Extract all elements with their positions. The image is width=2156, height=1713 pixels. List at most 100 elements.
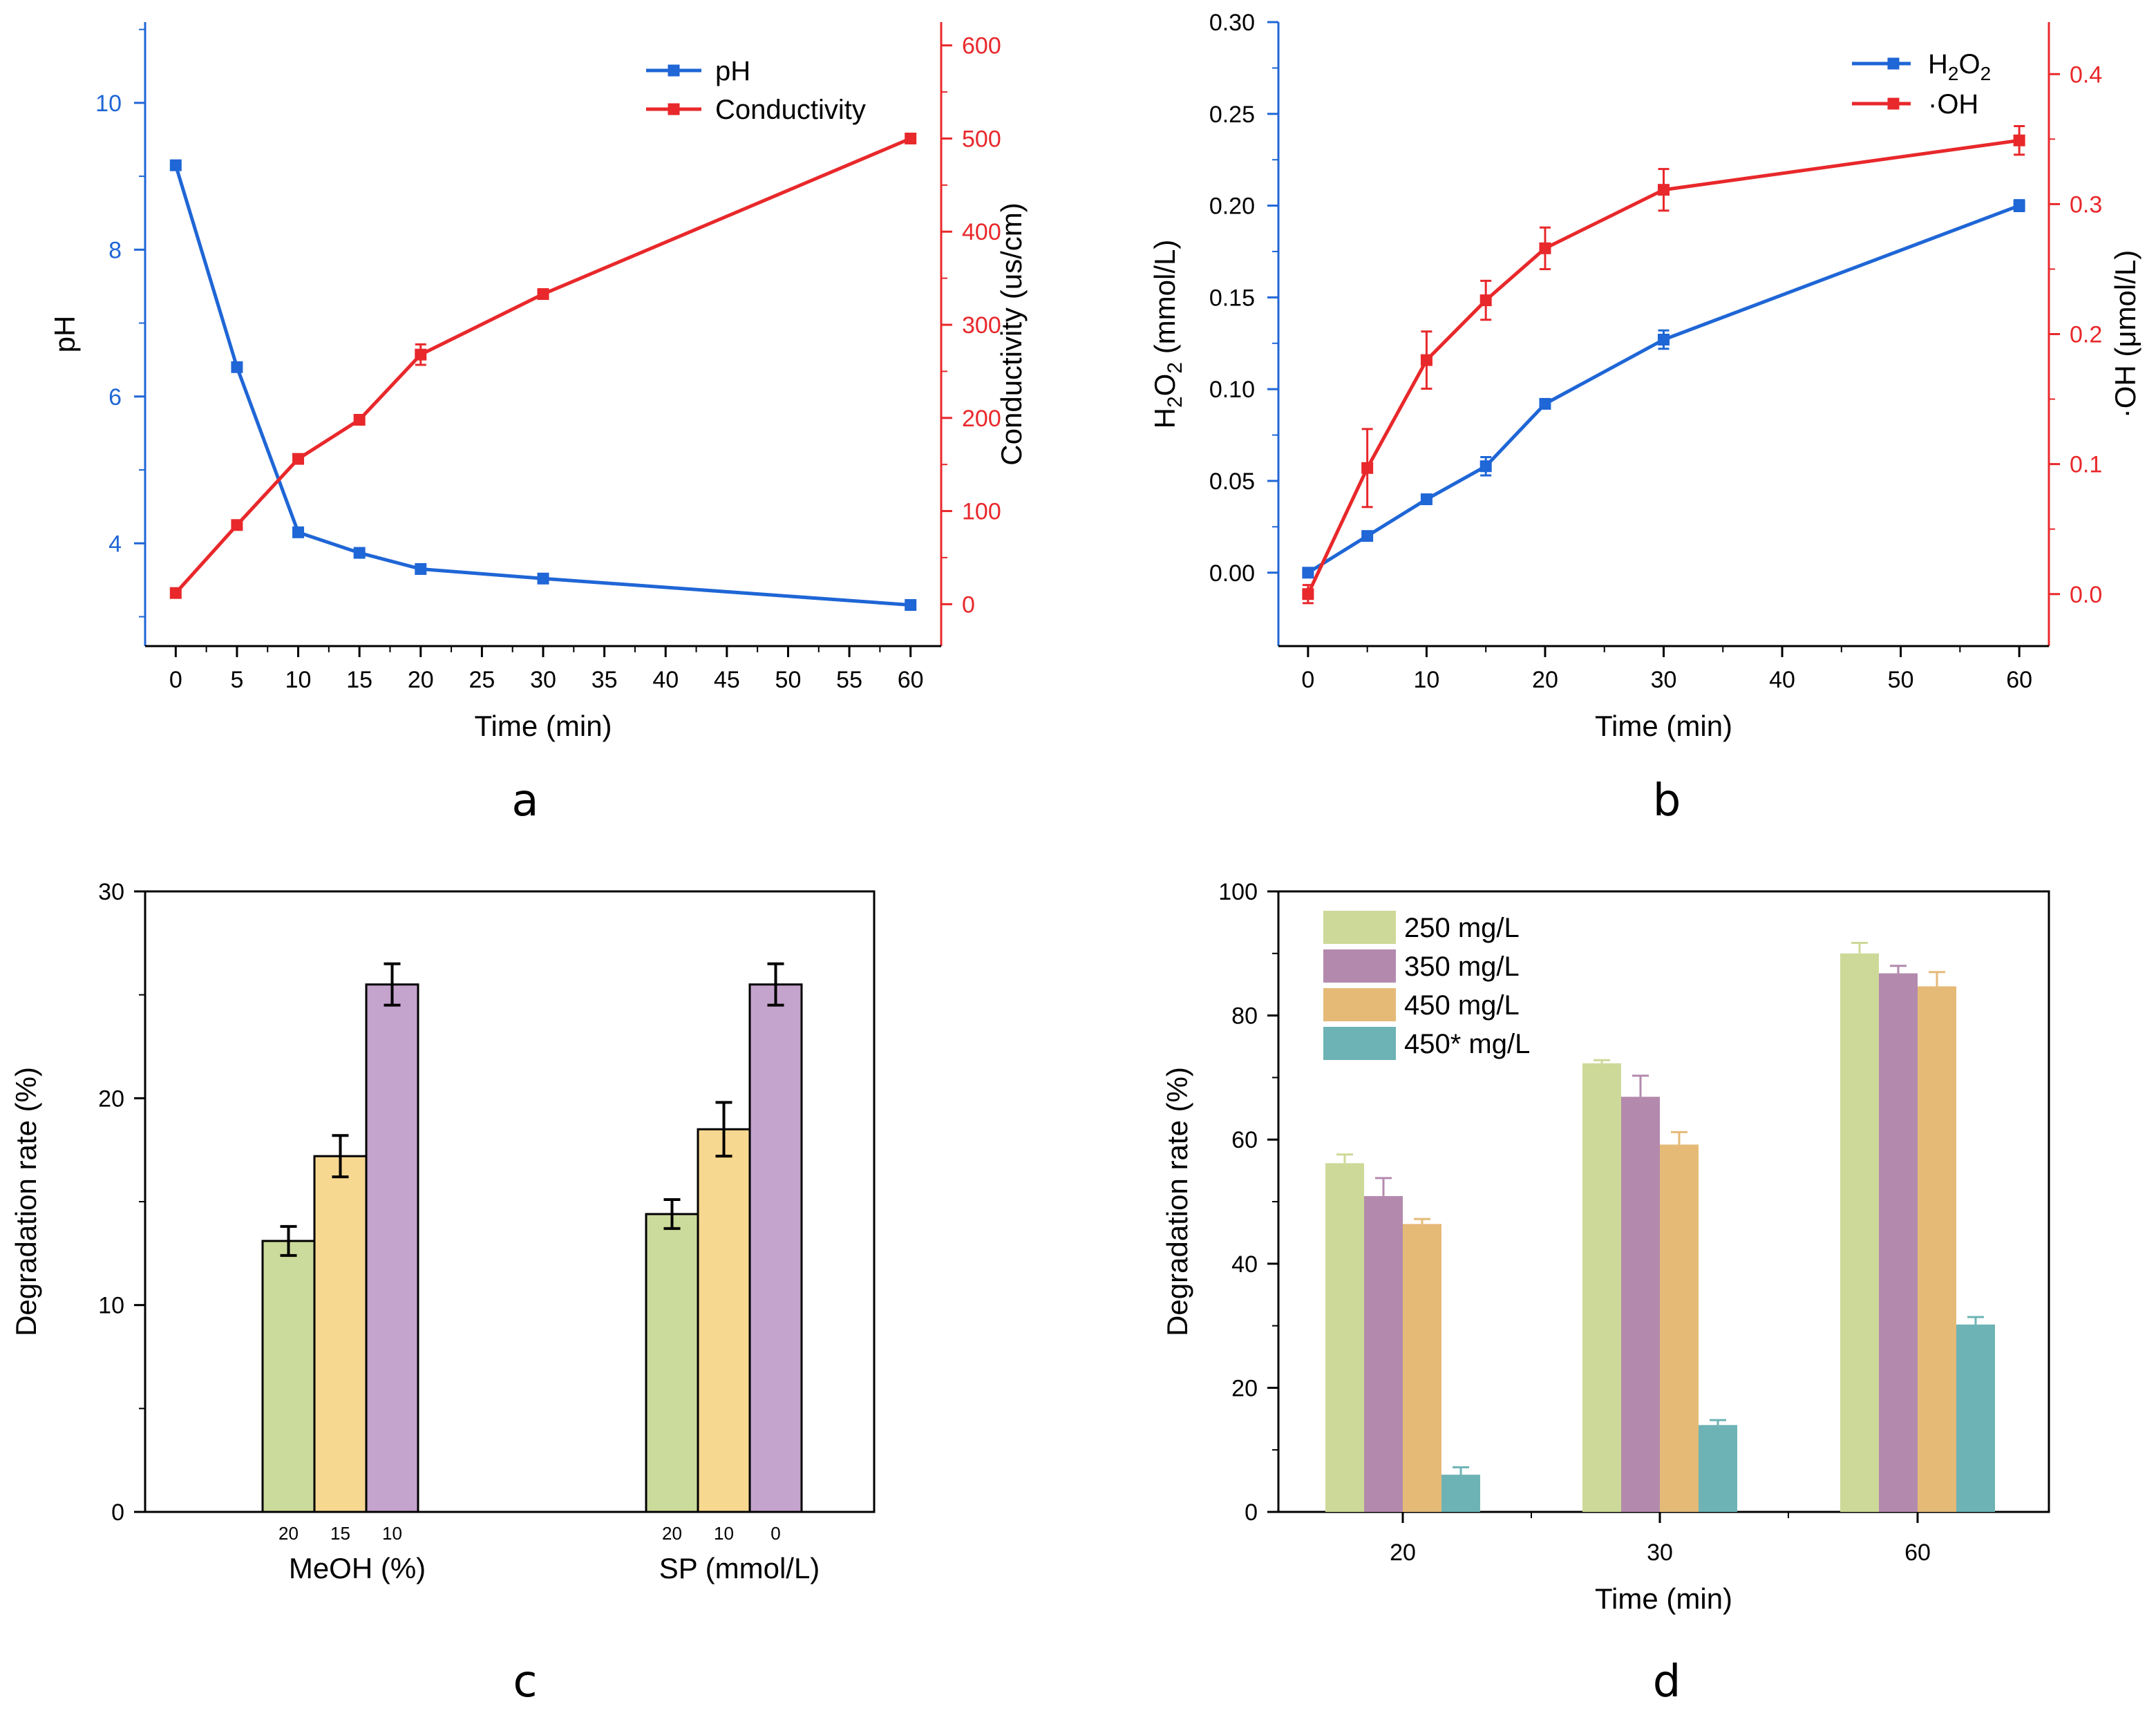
x-tick-label: 30 <box>530 667 556 693</box>
bar <box>313 1155 368 1513</box>
y-left-tick-label: 8 <box>108 237 122 263</box>
y-left-tick-label: 0.20 <box>1209 193 1255 220</box>
error-bar <box>1594 1059 1610 1063</box>
error-bar <box>767 962 784 1007</box>
data-point <box>292 453 305 465</box>
error-bar <box>663 1198 681 1230</box>
bar-tick-label: 20 <box>662 1523 682 1544</box>
x-tick-label: 10 <box>1414 667 1440 693</box>
legend-label: 350 mg/L <box>1404 952 1520 982</box>
data-point <box>905 599 917 612</box>
y-right-axis-title: Conductivity (us/cm) <box>995 202 1028 465</box>
error-bar <box>1851 942 1868 954</box>
bar-tick-label: 10 <box>382 1523 402 1544</box>
data-point <box>1302 588 1314 600</box>
data-point <box>2013 200 2025 212</box>
y-right-tick-label: 600 <box>962 33 1001 59</box>
y-left-tick-label: 10 <box>95 91 122 117</box>
y-right-tick-label: 0.3 <box>2070 191 2102 218</box>
y-tick-label: 20 <box>1231 1375 1258 1401</box>
bar <box>1364 1195 1403 1512</box>
error-bar <box>384 962 401 1007</box>
error-bar <box>1710 1419 1726 1426</box>
panel-b-chart: 0 10 20 30 40 50 60 Time (min) 0.00 0.05 0.10 0.15 0… <box>1148 10 2141 826</box>
legend-swatch <box>1323 1027 1396 1060</box>
error-bar <box>1414 1218 1430 1224</box>
data-point <box>537 572 549 585</box>
x-tick-label: 40 <box>1769 667 1795 693</box>
y-axis-title: Degradation rate (%) <box>10 1067 42 1336</box>
bar-tick-label: 15 <box>330 1523 350 1544</box>
x-tick-label: 15 <box>346 667 372 693</box>
x-tick-label: 45 <box>714 667 740 693</box>
y-right-tick-label: 0.2 <box>2070 322 2102 348</box>
legend-swatch <box>1323 988 1396 1021</box>
x-tick-label: 50 <box>1888 667 1914 693</box>
error-bar <box>1632 1075 1649 1097</box>
x-tick-label: 40 <box>652 667 679 693</box>
bar <box>697 1128 751 1513</box>
legend-h2o2-marker <box>1887 57 1900 70</box>
data-point <box>353 547 366 559</box>
y-axis-title: Degradation rate (%) <box>1161 1067 1193 1336</box>
data-point <box>292 526 305 538</box>
error-bar <box>1890 965 1907 974</box>
data-point <box>169 159 182 171</box>
y-right-tick-label: 0 <box>962 591 975 618</box>
y-left-tick-label: 0.15 <box>1209 285 1255 311</box>
legend-ph-label: pH <box>715 56 750 86</box>
data-point <box>1420 493 1432 506</box>
bar <box>1956 1324 1995 1512</box>
data-point <box>1658 333 1670 346</box>
panel-label-a: a <box>511 775 538 826</box>
bar <box>1325 1163 1364 1512</box>
x-tick-label: 30 <box>1647 1540 1673 1566</box>
y-tick-label: 40 <box>1231 1251 1258 1278</box>
y-tick-label: 20 <box>98 1086 124 1112</box>
y-left-axis-title: H2O2 (mmol/L) <box>1148 240 1186 429</box>
x-tick-label: 0 <box>169 667 182 693</box>
bar <box>261 1240 316 1513</box>
data-point <box>1302 567 1314 579</box>
x-tick-label: 60 <box>1904 1540 1931 1566</box>
x-axis-title: Time (min) <box>1595 710 1732 742</box>
series-line <box>174 137 911 594</box>
data-point <box>905 132 917 144</box>
legend-conductivity-label: Conductivity <box>715 95 866 125</box>
x-tick-label: 5 <box>230 667 243 693</box>
series-line <box>173 164 911 607</box>
error-bar <box>1929 971 1945 987</box>
data-point <box>1361 530 1374 542</box>
data-point <box>1539 397 1551 410</box>
x-tick-label: 30 <box>1651 667 1677 693</box>
y-tick-label: 0 <box>1245 1499 1258 1526</box>
y-tick-label: 100 <box>1218 879 1258 905</box>
y-right-tick-label: 300 <box>962 312 1001 339</box>
x-tick-label: 55 <box>836 667 862 693</box>
bar <box>748 983 803 1513</box>
data-point <box>169 587 182 599</box>
error-bar <box>332 1134 349 1179</box>
error-bar <box>1967 1316 1984 1325</box>
y-right-tick-label: 0.1 <box>2070 452 2102 478</box>
data-point <box>231 361 243 373</box>
data-point <box>231 519 243 531</box>
y-tick-label: 30 <box>98 879 124 905</box>
bar <box>1441 1475 1480 1512</box>
x-tick-label: 20 <box>1532 667 1558 693</box>
y-tick-label: 10 <box>98 1293 124 1319</box>
x-tick-label: 25 <box>469 667 495 693</box>
data-point <box>1420 354 1432 366</box>
bar <box>365 983 419 1513</box>
y-tick-label: 80 <box>1231 1003 1258 1030</box>
panel-label-c: c <box>513 1656 537 1707</box>
y-left-tick-label: 6 <box>108 384 122 410</box>
bar <box>1918 986 1956 1512</box>
bar <box>1582 1063 1621 1512</box>
legend-conductivity-marker <box>668 103 680 115</box>
x-tick-label: 10 <box>285 667 312 693</box>
bar-tick-label: 20 <box>278 1523 299 1544</box>
error-bar <box>1336 1153 1353 1164</box>
y-right-tick-label: 100 <box>962 499 1001 525</box>
data-point <box>415 348 427 361</box>
